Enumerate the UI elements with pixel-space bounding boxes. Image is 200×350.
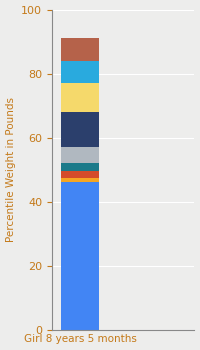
Bar bbox=[61, 61, 99, 83]
Bar bbox=[61, 83, 99, 112]
Y-axis label: Percentile Weight in Pounds: Percentile Weight in Pounds bbox=[6, 97, 16, 242]
Bar bbox=[61, 171, 99, 177]
Bar bbox=[61, 177, 99, 182]
Bar bbox=[61, 182, 99, 330]
Bar bbox=[61, 112, 99, 147]
Bar bbox=[61, 163, 99, 171]
Bar bbox=[61, 147, 99, 163]
Bar bbox=[61, 38, 99, 61]
